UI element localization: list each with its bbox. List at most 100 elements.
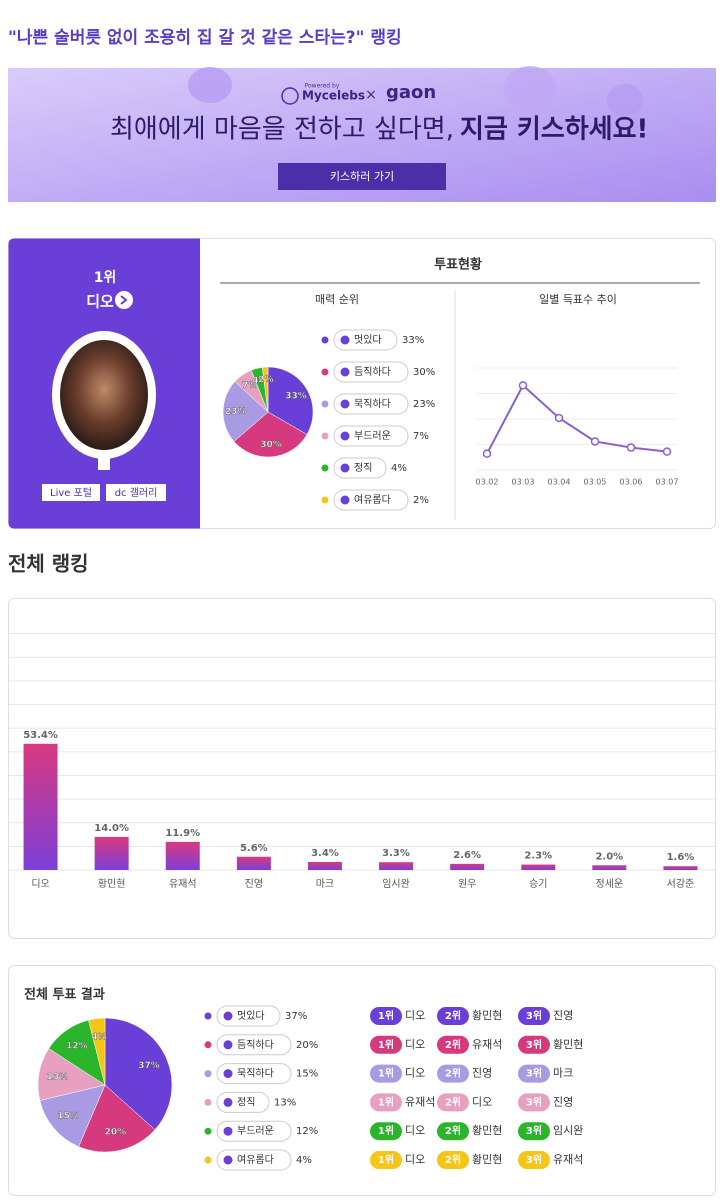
rank-name: 황민현	[472, 1153, 502, 1166]
banner-button[interactable]	[278, 163, 446, 190]
legend-value: 4%	[391, 463, 407, 474]
rank-name: 황민현	[553, 1038, 583, 1051]
value-label: 3.4%	[311, 848, 339, 859]
profile-arrow[interactable]	[115, 291, 133, 309]
point	[554, 413, 564, 423]
rank-badge	[518, 1064, 550, 1083]
rank-label: 1위	[378, 1067, 394, 1080]
legend-pill[interactable]	[216, 1063, 292, 1085]
legend-dot	[321, 368, 329, 376]
legend-pill[interactable]	[333, 425, 409, 447]
legend-dot	[204, 1012, 212, 1020]
bar[interactable]	[307, 861, 342, 870]
rank-label: 3위	[526, 1124, 542, 1137]
rank-label: 1위	[378, 1153, 394, 1166]
legend-pill[interactable]	[216, 1005, 281, 1027]
x-tick-label: 유재석	[169, 878, 197, 890]
rank-name: 디오	[405, 1124, 425, 1137]
legend-pill[interactable]	[333, 489, 409, 511]
slice-label: 13%	[47, 1072, 69, 1082]
legend-label: 정직	[354, 462, 372, 474]
bar[interactable]	[592, 865, 627, 870]
pie-slice	[88, 1017, 106, 1086]
section-title: 전체 투표 결과	[24, 987, 105, 1003]
pill-icon	[223, 1097, 233, 1107]
x-tick-label: 03.03	[512, 478, 535, 487]
bar[interactable]	[379, 862, 414, 870]
pill-icon	[223, 1069, 233, 1079]
pill-icon	[223, 1155, 233, 1165]
rank-name: 디오	[405, 1067, 425, 1080]
legend-label: 듬직하다	[237, 1038, 274, 1051]
powered-by: Powered by	[305, 83, 340, 90]
bar[interactable]	[521, 864, 556, 870]
rank-badge	[437, 1007, 469, 1025]
legend-dot	[321, 336, 329, 344]
legend-value: 7%	[413, 431, 429, 442]
legend-dot	[204, 1098, 212, 1106]
legend-pill[interactable]	[333, 393, 409, 415]
link-button[interactable]	[106, 484, 166, 501]
legend-pill[interactable]	[216, 1120, 292, 1142]
legend-pill[interactable]	[216, 1091, 270, 1113]
slice-label: 12%	[66, 1041, 88, 1051]
avatar-photo[interactable]	[60, 340, 148, 450]
arrow-icon	[120, 295, 128, 305]
legend-label: 듬직하다	[354, 365, 391, 378]
bar[interactable]	[450, 863, 485, 870]
banner-headline: 최애에게 마음을 전하고 싶다면,	[110, 115, 454, 145]
legend-value: 33%	[402, 335, 424, 346]
rank-badge	[437, 1064, 469, 1083]
pill-icon	[340, 367, 350, 377]
legend-dot	[321, 464, 329, 472]
pill-icon	[340, 431, 350, 441]
rank-label: 1위	[378, 1009, 394, 1022]
line	[486, 383, 668, 455]
point	[626, 443, 636, 452]
rank-name: 마크	[553, 1067, 573, 1080]
x-tick-label: 03.04	[548, 478, 571, 487]
rank-badge	[370, 1093, 402, 1112]
rank-badge	[518, 1093, 550, 1112]
legend-dot	[204, 1070, 212, 1078]
profile-name: 디오	[86, 293, 114, 311]
legend-pill[interactable]	[333, 361, 409, 383]
bar[interactable]	[23, 743, 58, 870]
legend-pill[interactable]	[333, 457, 387, 479]
rank-badge	[518, 1035, 550, 1054]
legend-pill[interactable]	[216, 1149, 292, 1171]
pie-slice	[78, 1084, 156, 1153]
rank-label: 2위	[445, 1153, 461, 1166]
bar[interactable]	[663, 866, 698, 870]
bar[interactable]	[94, 836, 129, 870]
rank-label: 1위	[378, 1124, 394, 1137]
rank-badge	[437, 1093, 469, 1112]
legend-value: 12%	[296, 1126, 318, 1137]
rank-label: 1위	[378, 1095, 394, 1108]
legend-pill[interactable]	[333, 329, 398, 351]
legend-value: 13%	[274, 1097, 296, 1108]
chart-title: 매력 순위	[315, 293, 359, 306]
rank-label: 3위	[526, 1153, 542, 1166]
brand-icon	[281, 87, 299, 105]
x-tick-label: 진영	[245, 878, 263, 890]
rank-name: 임시완	[553, 1124, 583, 1137]
bar[interactable]	[165, 841, 200, 870]
pie-slice	[39, 1084, 106, 1147]
x-tick-label: 승기	[529, 878, 547, 890]
link-button[interactable]	[42, 484, 100, 501]
slice-label: 30%	[260, 440, 282, 450]
bar[interactable]	[236, 856, 271, 870]
legend-value: 30%	[413, 367, 435, 378]
pill-icon	[340, 495, 350, 505]
rank-name: 디오	[472, 1095, 492, 1108]
legend-pill[interactable]	[216, 1034, 292, 1056]
section-title: 전체 랭킹	[8, 552, 89, 576]
legend-value: 4%	[296, 1155, 312, 1166]
legend-value: 15%	[296, 1069, 318, 1080]
pie-slice	[222, 381, 269, 442]
legend-dot	[321, 496, 329, 504]
rank-name: 진영	[553, 1095, 573, 1108]
